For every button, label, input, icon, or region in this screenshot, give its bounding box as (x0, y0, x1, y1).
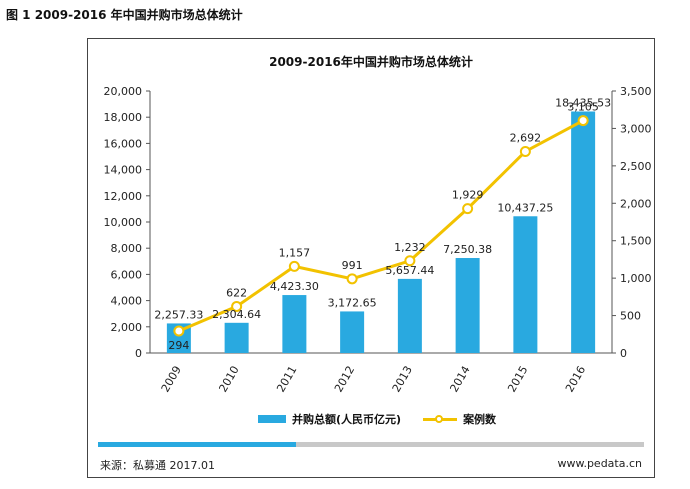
bar-data-label: 10,437.25 (497, 201, 553, 214)
cases-point-2013 (404, 255, 416, 267)
bar-2012 (340, 311, 365, 353)
x-tick-label: 2010 (216, 364, 241, 395)
cases-point-2009 (173, 325, 185, 337)
bar-data-label: 7,250.38 (443, 243, 492, 256)
y-left-tick-label: 10,000 (104, 216, 143, 229)
bar-2011 (282, 295, 307, 353)
line-data-label: 1,232 (394, 241, 426, 254)
legend-label-cases: 案例数 (463, 413, 497, 426)
y-left-tick-label: 8,000 (111, 242, 143, 255)
line-data-label: 3,105 (567, 101, 599, 114)
legend-label-amount: 并购总额(人民币亿元) (292, 413, 402, 426)
bar-data-label: 4,423.30 (270, 280, 319, 293)
bar-data-label: 5,657.44 (385, 264, 434, 277)
cases-point-2011 (288, 260, 300, 272)
figure-caption: 图 1 2009-2016 年中国并购市场总体统计 (6, 8, 243, 22)
x-tick-label: 2015 (505, 364, 530, 395)
bar-2016 (571, 111, 596, 353)
cases-point-2010 (231, 300, 243, 312)
x-tick-label: 2014 (447, 364, 472, 395)
y-left-tick-label: 18,000 (104, 111, 143, 124)
bar-data-label: 2,257.33 (154, 308, 203, 321)
chart-title: 2009-2016年中国并购市场总体统计 (269, 55, 473, 69)
y-right-tick-label: 0 (620, 347, 627, 360)
chart-frame: 2009-2016年中国并购市场总体统计 0 2,000 4,000 6,000 8,0… (87, 38, 655, 478)
line-data-label: 1,929 (452, 189, 484, 202)
x-tick-label: 2016 (563, 364, 588, 395)
bar-2014 (455, 258, 480, 353)
cases-point-2015 (519, 145, 531, 157)
line-data-label: 991 (342, 259, 363, 272)
bar-data-label: 18,435.53 (555, 96, 611, 109)
y-right-tick-label: 3,000 (620, 122, 652, 135)
y-right-tick-label: 3,500 (620, 85, 652, 98)
y-left-tick-label: 20,000 (104, 85, 143, 98)
legend-bar-swatch (258, 415, 286, 423)
y-left-tick-label: 2,000 (111, 321, 143, 334)
cases-point-2016 (577, 115, 589, 127)
y-left-tick-label: 0 (135, 347, 142, 360)
footer-accent-strip (98, 442, 296, 447)
line-data-label: 294 (168, 339, 189, 352)
bar-data-label: 2,304.64 (212, 308, 261, 321)
footer-divider (98, 442, 644, 447)
bar-2013 (397, 278, 422, 353)
y-right-tick-label: 2,000 (620, 197, 652, 210)
line-data-label: 2,692 (510, 131, 542, 144)
y-right-tick-label: 1,500 (620, 235, 652, 248)
line-data-label: 622 (226, 286, 247, 299)
combo-chart: 0 2,000 4,000 6,000 8,000 10,000 12,000 14,000 1… (104, 85, 652, 395)
y-left-tick-label: 16,000 (104, 137, 143, 150)
x-tick-label: 2013 (390, 364, 415, 395)
legend-item-cases: 案例数 (423, 411, 496, 427)
source-note: 来源：私募通 2017.01 (100, 459, 215, 472)
y-right-tick-label: 2,500 (620, 160, 652, 173)
site-url: www.pedata.cn (557, 457, 642, 470)
bar-2015 (513, 216, 538, 353)
line-data-label: 1,157 (279, 246, 311, 259)
x-tick-label: 2012 (332, 364, 357, 395)
y-left-tick-label: 6,000 (111, 268, 143, 281)
cases-line (178, 119, 584, 333)
legend-item-amount: 并购总额(人民币亿元) (258, 411, 401, 427)
legend-line-swatch (423, 414, 458, 424)
y-left-tick-label: 4,000 (111, 295, 143, 308)
x-tick-label: 2009 (159, 364, 184, 395)
y-left-tick-label: 14,000 (104, 164, 143, 177)
bar-2010 (224, 322, 249, 353)
x-tick-label: 2011 (274, 364, 299, 395)
y-left-tick-label: 12,000 (104, 190, 143, 203)
y-right-tick-label: 1,000 (620, 272, 652, 285)
cases-point-2012 (346, 273, 358, 285)
y-right-tick-label: 500 (620, 310, 641, 323)
bar-data-label: 3,172.65 (328, 296, 377, 309)
chart-legend: 并购总额(人民币亿元) 案例数 (258, 411, 518, 427)
cases-point-2014 (462, 203, 474, 215)
